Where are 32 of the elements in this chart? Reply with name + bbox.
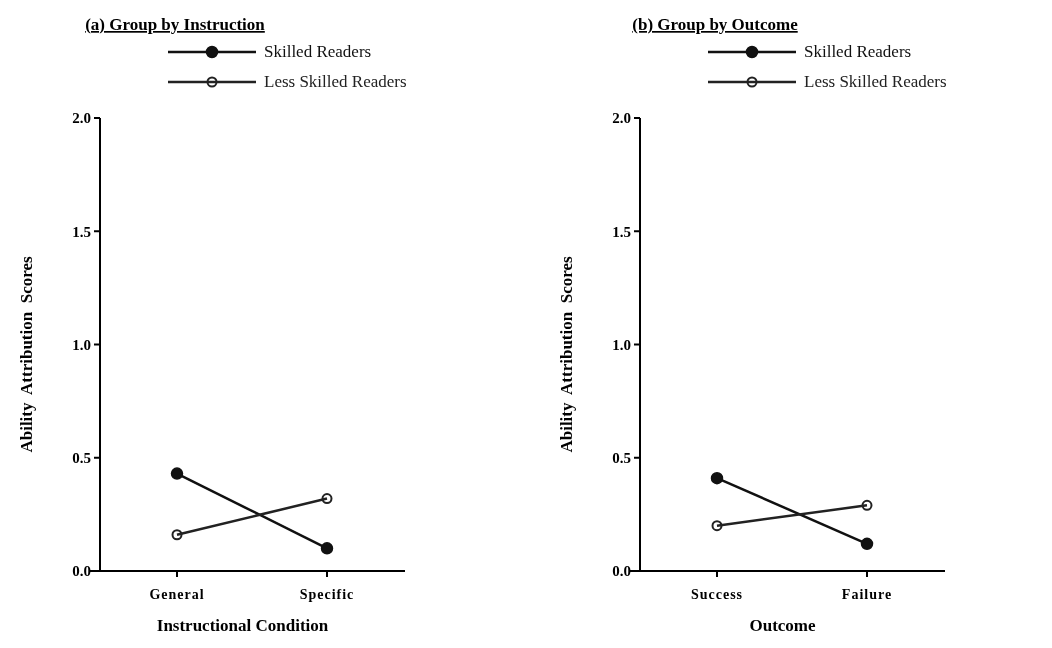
- point: [321, 493, 333, 505]
- x-tick-label: Failure: [841, 587, 893, 602]
- y-tick-label: 0.0: [612, 563, 631, 580]
- point: [860, 537, 874, 551]
- y-tick-label: 2.0: [72, 110, 91, 127]
- y-axis-title: Ability Attribution Scores: [17, 256, 36, 453]
- y-axis-title: Ability Attribution Scores: [557, 256, 576, 453]
- x-axis-title: Instructional Condition: [156, 616, 329, 635]
- text: Skilled Readers: [804, 42, 912, 62]
- point: [170, 467, 184, 480]
- point: [711, 520, 723, 532]
- x-axis-title: Outcome: [749, 616, 816, 635]
- y-tick-label: 0.5: [612, 450, 631, 466]
- text: Less Skilled Readers: [264, 72, 407, 92]
- chart-title: (a) Group by Instruction: [85, 15, 266, 34]
- y-tick-label: 1.0: [612, 336, 631, 353]
- x-tick-label: Success: [690, 587, 744, 602]
- y-tick-label: 0.0: [72, 563, 91, 580]
- text: Skilled Readers: [264, 42, 372, 62]
- x-tick-label: Specific: [299, 587, 355, 602]
- point: [710, 471, 724, 485]
- chart-title: (b) Group by Outcome: [632, 15, 799, 34]
- y-tick-label: 2.0: [612, 110, 631, 127]
- y-tick-label: 1.5: [612, 223, 631, 240]
- text: Less Skilled Readers: [804, 72, 947, 92]
- point: [320, 542, 334, 555]
- x-tick-label: General: [149, 587, 205, 602]
- point: [171, 529, 183, 541]
- y-tick-label: 0.5: [72, 450, 91, 466]
- point: [861, 499, 873, 511]
- y-tick-label: 1.0: [72, 336, 91, 353]
- y-tick-label: 1.5: [72, 223, 91, 240]
